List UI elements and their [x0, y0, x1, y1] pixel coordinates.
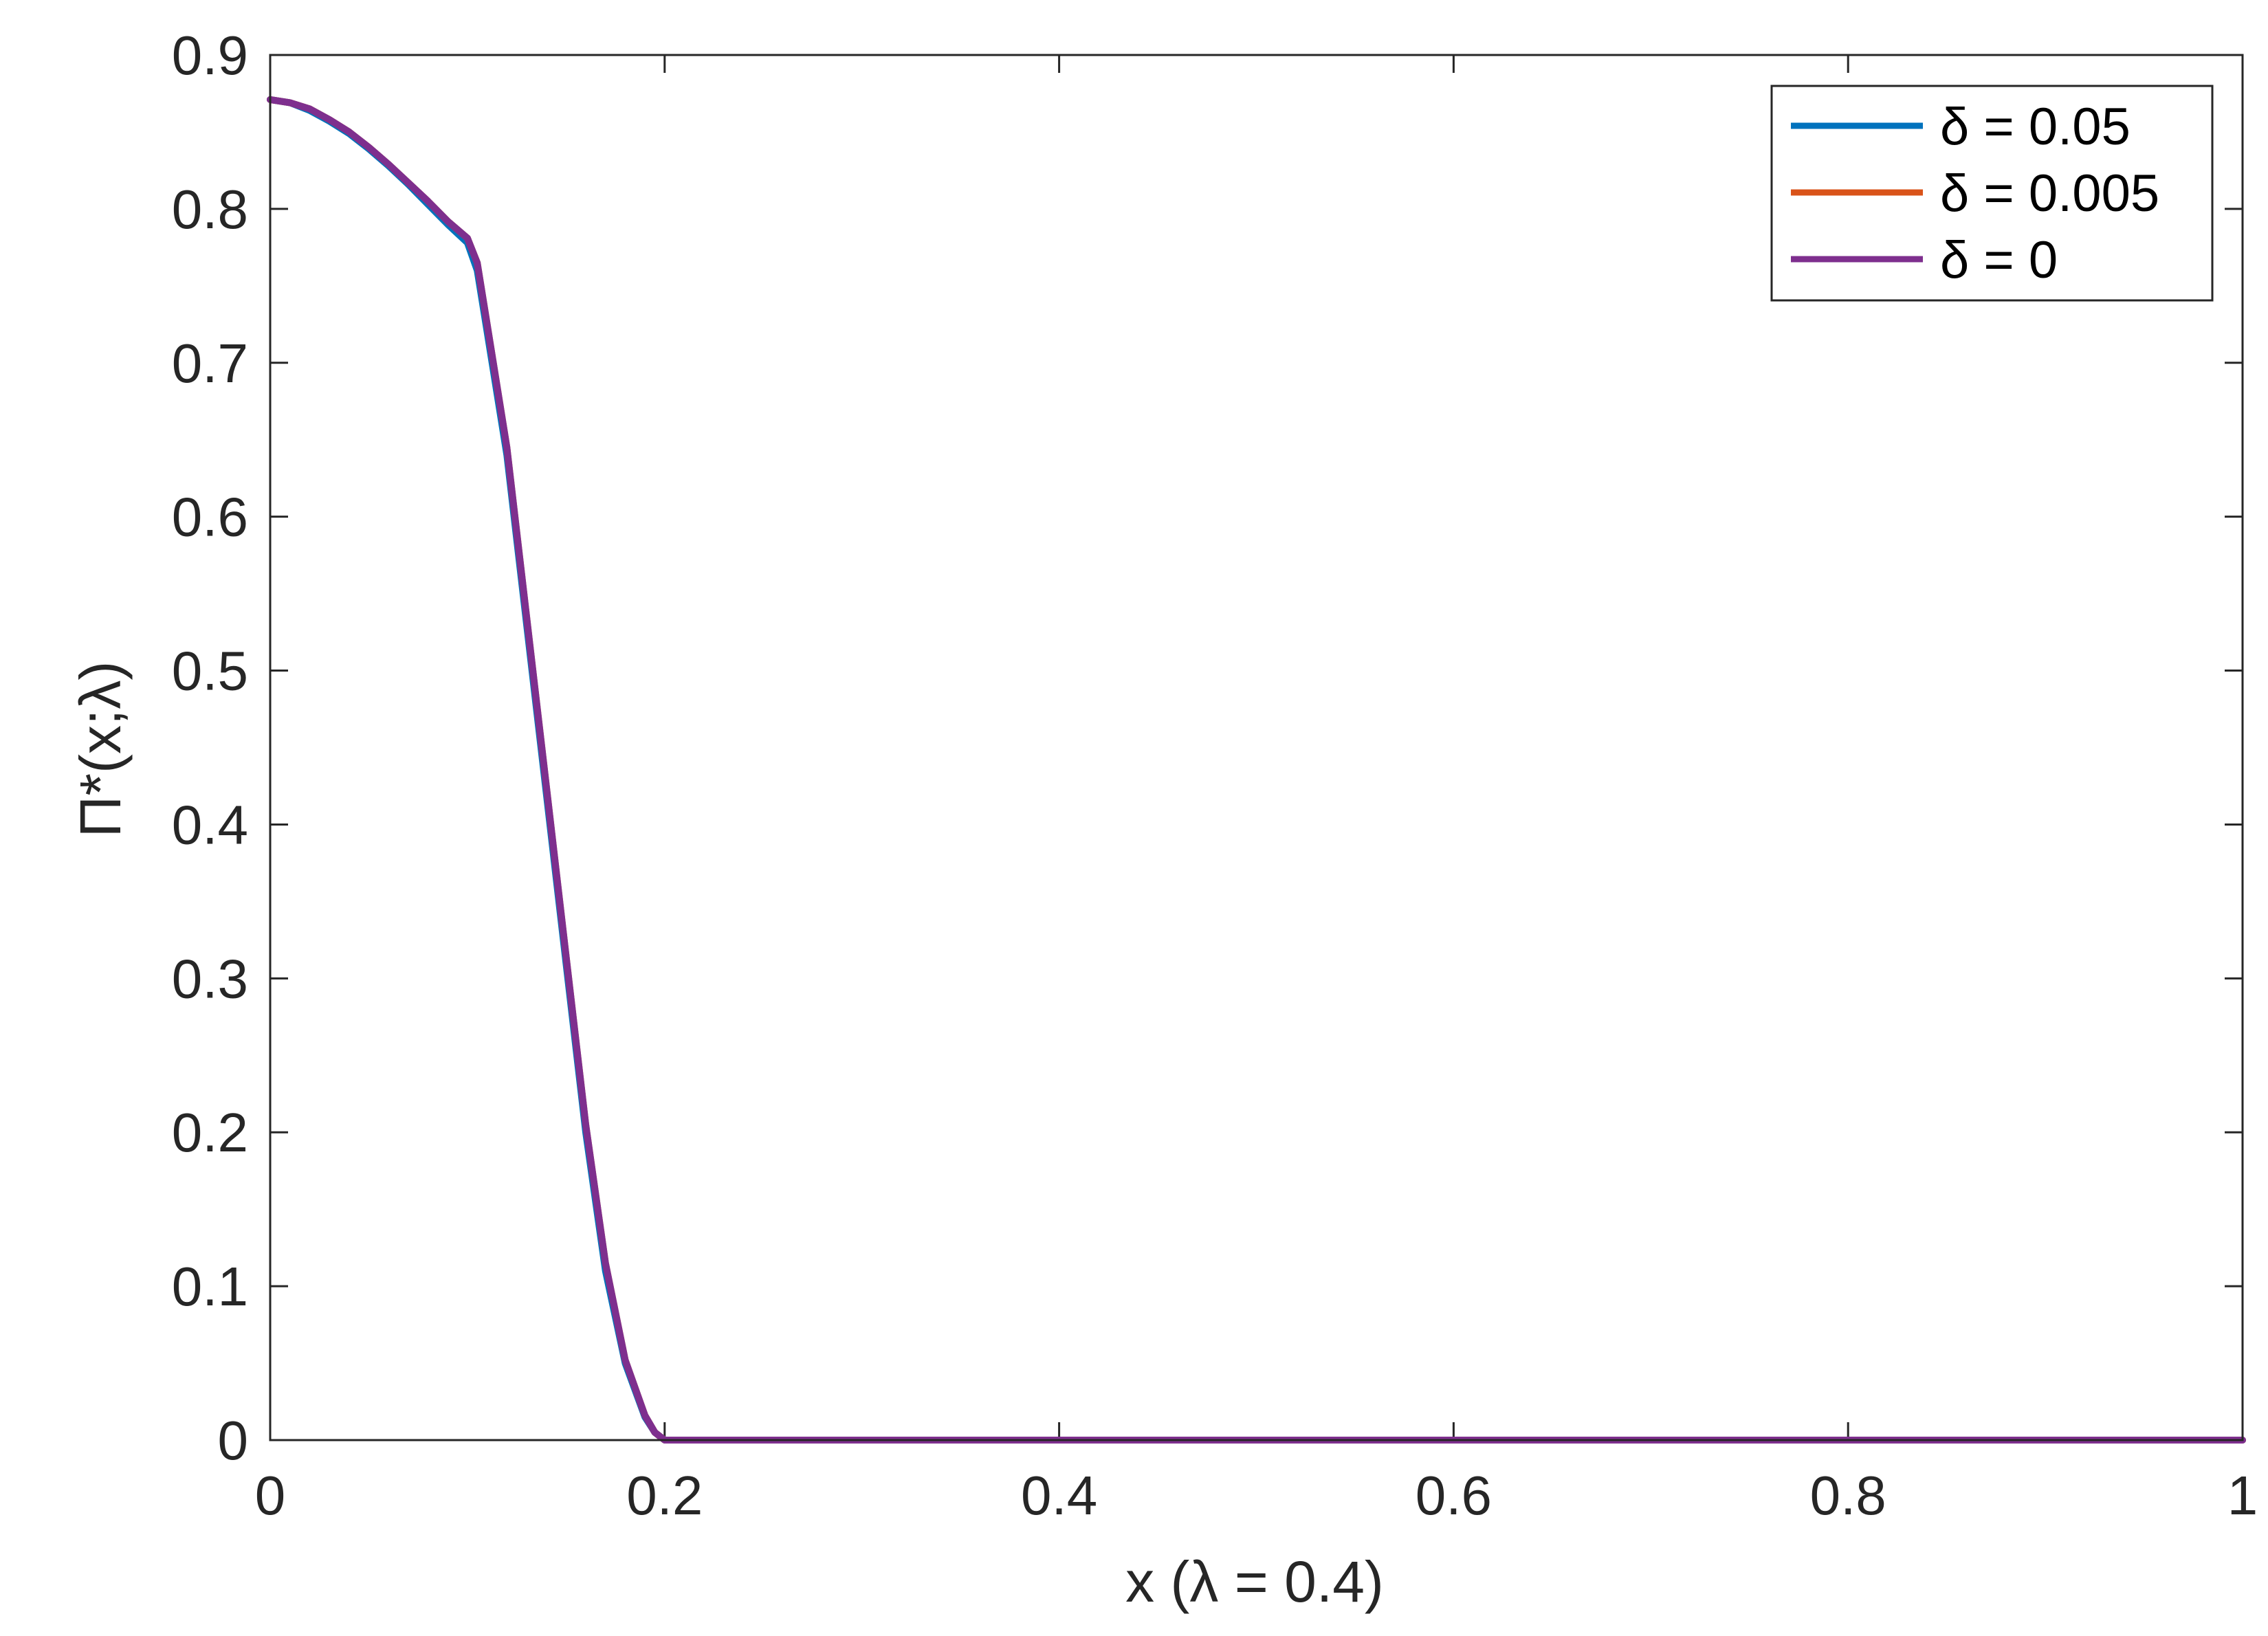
y-tick-label: 0.7 [172, 333, 248, 394]
y-axis-title: Π*(x;λ) [68, 661, 133, 838]
x-tick-label: 0.6 [1416, 1465, 1492, 1526]
y-tick-label: 0.2 [172, 1102, 248, 1163]
x-tick-label: 1 [2227, 1465, 2258, 1526]
legend-label-2: δ = 0 [1940, 231, 2058, 289]
x-axis-title: x (λ = 0.4) [1125, 1549, 1384, 1614]
x-tick-label: 0 [255, 1465, 286, 1526]
y-tick-label: 0.6 [172, 487, 248, 548]
legend-label-0: δ = 0.05 [1940, 98, 2131, 156]
legend-label-1: δ = 0.005 [1940, 164, 2159, 223]
legend: δ = 0.05 δ = 0.005 δ = 0 [1770, 85, 2214, 302]
y-tick-label: 0.4 [172, 794, 248, 855]
y-tick-label: 0.1 [172, 1256, 248, 1317]
axes-box [269, 54, 2244, 1441]
y-tick-label: 0.3 [172, 948, 248, 1009]
x-tick-label: 0.2 [626, 1465, 703, 1526]
axes-frame [269, 54, 2244, 1441]
y-tick-label: 0 [218, 1410, 249, 1471]
y-tick-label: 0.8 [172, 179, 248, 240]
x-tick-label: 0.4 [1021, 1465, 1097, 1526]
y-tick-label: 0.9 [172, 25, 248, 86]
y-tick-label: 0.5 [172, 641, 248, 702]
x-tick-label: 0.8 [1810, 1465, 1886, 1526]
tick-labels: 0 0.2 0.4 0.6 0.8 1 0 0.1 0.2 0.3 0.4 0.5 0.6 0.7 0.8 0… [172, 25, 2258, 1526]
